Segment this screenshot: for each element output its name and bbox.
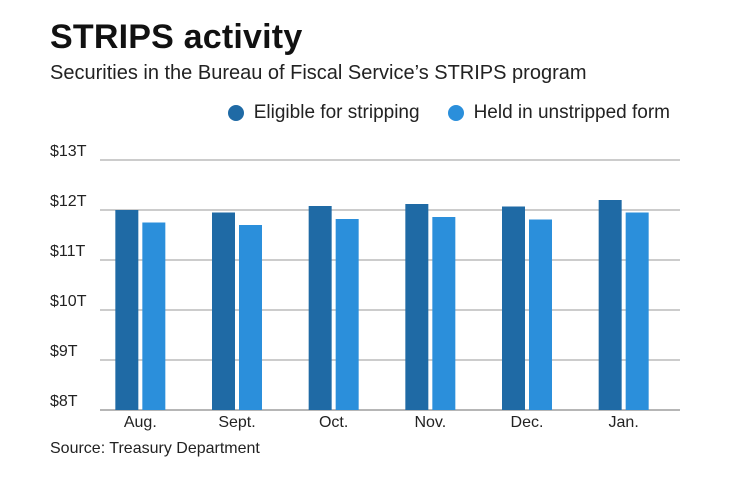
bar-unstripped-3 [432, 217, 456, 410]
bar-unstripped-5 [625, 212, 649, 410]
legend-swatch-eligible [227, 105, 244, 121]
y-tick-label: $10T [50, 293, 87, 310]
bar-unstripped-1 [239, 225, 262, 410]
bar-unstripped-2 [335, 219, 359, 410]
chart-subtitle: Securities in the Bureau of Fiscal Servi… [50, 62, 587, 84]
chart-title: STRIPS activity [50, 18, 303, 56]
y-tick-label: $9T [50, 343, 78, 360]
y-tick-label: $12T [50, 193, 87, 210]
x-tick-label: Oct. [319, 414, 348, 431]
legend-swatch-unstripped [447, 105, 464, 121]
bar-eligible-4 [502, 206, 525, 410]
legend-label-unstripped: Held in unstripped form [473, 102, 670, 123]
legend-item-eligible: Eligible for stripping [227, 102, 420, 124]
x-tick-label: Jan. [609, 414, 639, 431]
x-tick-label: Dec. [511, 414, 544, 431]
y-tick-label: $8T [50, 393, 78, 410]
source-note: Source: Treasury Department [50, 440, 260, 457]
y-tick-label: $13T [50, 143, 87, 160]
x-tick-label: Nov. [414, 414, 446, 431]
x-tick-label: Sept. [218, 414, 255, 431]
bar-unstripped-0 [142, 222, 166, 410]
y-tick-label: $11T [50, 243, 86, 260]
legend-item-unstripped: Held in unstripped form [447, 102, 670, 124]
bar-eligible-3 [405, 204, 429, 410]
bar-eligible-0 [115, 210, 139, 410]
legend: Eligible for stripping Held in unstrippe… [200, 102, 670, 124]
bar-unstripped-4 [529, 219, 552, 410]
bar-eligible-5 [598, 200, 622, 410]
legend-label-eligible: Eligible for stripping [253, 102, 420, 123]
bar-eligible-1 [212, 212, 235, 410]
bar-eligible-2 [308, 206, 332, 410]
x-tick-label: Aug. [124, 414, 157, 431]
